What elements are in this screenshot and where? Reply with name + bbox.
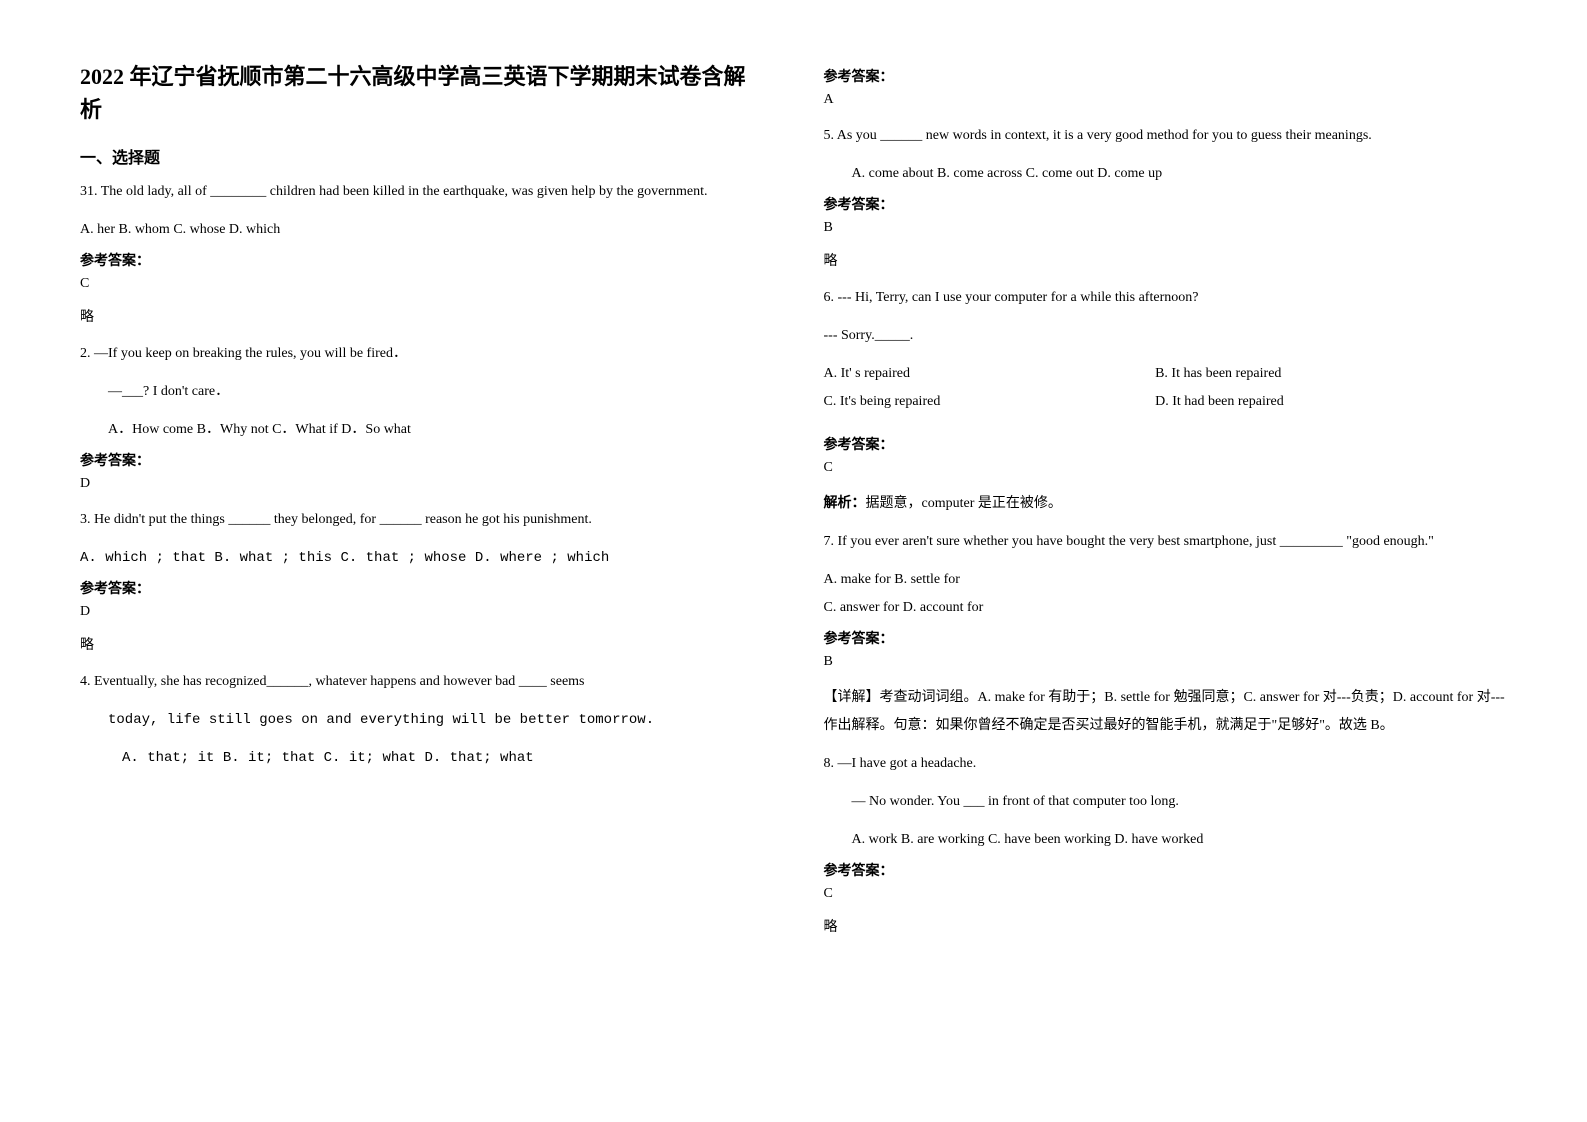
q4-stem-line1: 4. Eventually, she has recognized______,… — [80, 668, 764, 696]
q2-answer: D — [80, 476, 764, 492]
q8-note: 略 — [824, 916, 1508, 936]
q31-answer: C — [80, 276, 764, 292]
q7-answer: B — [824, 654, 1508, 670]
q7-explanation: 【详解】考查动词词组。A. make for 有助于；B. settle for… — [824, 684, 1508, 740]
q5-note: 略 — [824, 250, 1508, 270]
q31-note: 略 — [80, 306, 764, 326]
q3-answer: D — [80, 604, 764, 620]
q6-stem-line2: --- Sorry._____. — [824, 322, 1508, 350]
q8-answer-label: 参考答案： — [824, 860, 1508, 880]
q31-options: A. her B. whom C. whose D. which — [80, 216, 764, 244]
q6-options-row1: A. It' s repaired B. It has been repaire… — [824, 360, 1508, 388]
q7-answer-label: 参考答案： — [824, 628, 1508, 648]
q5-answer-label: 参考答案： — [824, 194, 1508, 214]
q31-answer-label: 参考答案： — [80, 250, 764, 270]
q6-expl-label: 解析： — [824, 496, 866, 511]
right-column: 参考答案： A 5. As you ______ new words in co… — [824, 60, 1508, 950]
q3-answer-label: 参考答案： — [80, 578, 764, 598]
q6-stem-line1: 6. --- Hi, Terry, can I use your compute… — [824, 284, 1508, 312]
q6-opt-d: D. It had been repaired — [1155, 388, 1284, 416]
q8-answer: C — [824, 886, 1508, 902]
q7-options-ab: A. make for B. settle for — [824, 566, 1508, 594]
q2-options: A．How come B．Why not C．What if D．So what — [80, 416, 764, 444]
document-title: 2022 年辽宁省抚顺市第二十六高级中学高三英语下学期期末试卷含解析 — [80, 60, 764, 126]
q5-answer: B — [824, 220, 1508, 236]
section-mcq-header: 一、选择题 — [80, 144, 764, 168]
q3-options: A. which ; that B. what ; this C. that ;… — [80, 544, 764, 572]
q6-explanation: 解析：据题意，computer 是正在被修。 — [824, 490, 1508, 518]
q3-stem: 3. He didn't put the things ______ they … — [80, 506, 764, 534]
q6-opt-c: C. It's being repaired — [824, 388, 1152, 416]
q5-stem: 5. As you ______ new words in context, i… — [824, 122, 1508, 150]
left-column: 2022 年辽宁省抚顺市第二十六高级中学高三英语下学期期末试卷含解析 一、选择题… — [80, 60, 764, 950]
q2-stem-line2: —___? I don't care． — [80, 378, 764, 406]
q2-stem-line1: 2. —If you keep on breaking the rules, y… — [80, 340, 764, 368]
q6-expl-body: 据题意，computer 是正在被修。 — [866, 496, 1062, 511]
q6-answer-label: 参考答案： — [824, 434, 1508, 454]
q6-opt-b: B. It has been repaired — [1155, 360, 1281, 388]
q2-answer-label: 参考答案： — [80, 450, 764, 470]
q8-options: A. work B. are working C. have been work… — [824, 826, 1508, 854]
q7-stem: 7. If you ever aren't sure whether you h… — [824, 528, 1508, 556]
q8-stem-line2: — No wonder. You ___ in front of that co… — [824, 788, 1508, 816]
q4-stem-line2: today, life still goes on and everything… — [80, 706, 764, 734]
page-root: 2022 年辽宁省抚顺市第二十六高级中学高三英语下学期期末试卷含解析 一、选择题… — [0, 0, 1587, 1010]
q5-options: A. come about B. come across C. come out… — [824, 160, 1508, 188]
q7-options-cd: C. answer for D. account for — [824, 594, 1508, 622]
q4-answer-label: 参考答案： — [824, 66, 1508, 86]
q3-note: 略 — [80, 634, 764, 654]
q6-opt-a: A. It' s repaired — [824, 360, 1152, 388]
q31-stem: 31. The old lady, all of ________ childr… — [80, 178, 764, 206]
q6-options-row2: C. It's being repaired D. It had been re… — [824, 388, 1508, 416]
q4-answer: A — [824, 92, 1508, 108]
q8-stem-line1: 8. —I have got a headache. — [824, 750, 1508, 778]
q4-options: A. that; it B. it; that C. it; what D. t… — [122, 744, 764, 772]
q6-answer: C — [824, 460, 1508, 476]
